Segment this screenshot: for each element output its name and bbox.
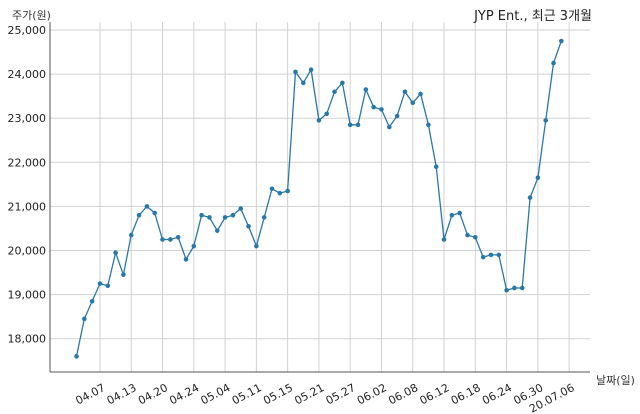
x-tick-label: 06.24	[480, 381, 514, 407]
y-tick-label: 24,000	[8, 68, 47, 81]
data-point	[394, 113, 400, 119]
data-point	[379, 107, 384, 112]
x-tick-label: 05.27	[324, 381, 358, 407]
data-point	[136, 212, 142, 218]
data-point	[144, 204, 150, 209]
data-point	[82, 316, 87, 322]
data-point	[332, 89, 337, 95]
x-tick-label: 05.21	[292, 381, 326, 407]
x-tick-label: 05.04	[199, 381, 233, 407]
y-tick-labels: 18,000 19,000 20,000 21,000 22,000 23,000 24,0…	[8, 24, 47, 346]
data-point	[89, 298, 95, 304]
data-point	[207, 215, 212, 220]
data-point	[355, 122, 361, 128]
data-point	[488, 252, 494, 258]
data-point	[152, 210, 157, 216]
data-point	[214, 228, 220, 233]
data-point	[308, 67, 314, 72]
data-point	[285, 188, 290, 194]
data-point	[535, 175, 541, 181]
x-tick-label: 04.07	[73, 381, 107, 407]
x-tick-labels: 04.0704.1304.2004.2405.0405.1105.1505.21…	[73, 381, 576, 414]
data-point	[238, 206, 244, 211]
data-point	[504, 287, 509, 293]
data-point	[480, 254, 486, 260]
data-point	[128, 232, 134, 238]
data-point	[551, 60, 556, 66]
data-point	[277, 190, 283, 196]
chart-title: JYP Ent., 최근 3개월	[473, 9, 592, 24]
x-tick-label: 06.02	[355, 381, 389, 407]
data-point	[512, 285, 517, 291]
y-tick-label: 20,000	[8, 245, 47, 258]
data-point	[191, 243, 197, 249]
x-tick-label: 06.08	[386, 381, 420, 407]
data-point	[347, 122, 353, 128]
data-point	[559, 38, 564, 44]
data-point	[433, 164, 439, 170]
data-point	[426, 122, 431, 128]
price-series	[74, 38, 564, 359]
y-tick-label: 25,000	[8, 24, 47, 37]
data-point	[473, 234, 478, 240]
data-point	[418, 91, 423, 97]
x-tick-label: 06.18	[449, 381, 483, 407]
data-point	[261, 215, 267, 220]
y-tick-label: 23,000	[8, 112, 47, 125]
data-point	[324, 111, 330, 117]
x-tick-label: 05.11	[230, 381, 264, 407]
data-point	[74, 354, 79, 359]
data-point	[222, 215, 228, 220]
data-point	[113, 250, 118, 256]
data-point	[519, 285, 525, 291]
data-point	[300, 80, 306, 86]
data-point	[121, 272, 126, 278]
data-point	[246, 223, 251, 229]
data-point	[363, 87, 369, 92]
data-point	[449, 212, 455, 218]
y-tick-label: 22,000	[8, 156, 47, 169]
y-tick-label: 18,000	[8, 333, 47, 346]
data-point	[293, 69, 298, 75]
y-tick-label: 19,000	[8, 289, 47, 302]
data-point	[410, 100, 416, 106]
data-point	[160, 237, 165, 242]
data-point	[465, 232, 470, 238]
x-tick-label: 04.20	[136, 381, 170, 407]
data-point	[199, 212, 204, 218]
data-point	[387, 124, 392, 130]
x-axis-label: 날짜(일)	[596, 373, 635, 387]
data-point	[543, 118, 548, 123]
x-tick-label: 04.13	[105, 381, 139, 407]
data-point	[168, 237, 173, 242]
y-axis-label: 주가(원)	[12, 9, 51, 22]
data-point	[496, 252, 502, 258]
data-point	[371, 104, 376, 110]
data-point	[183, 257, 189, 262]
data-point	[402, 89, 408, 95]
y-tick-label: 21,000	[8, 200, 47, 213]
data-point	[527, 195, 533, 200]
x-tick-label: 04.24	[167, 381, 201, 407]
data-point	[340, 80, 345, 86]
data-point	[441, 237, 447, 242]
data-point	[269, 186, 275, 192]
data-point	[230, 212, 236, 218]
data-point	[254, 243, 259, 249]
data-point	[457, 210, 462, 216]
x-tick-label: 06.12	[418, 381, 452, 407]
axes	[49, 22, 590, 373]
data-point	[97, 281, 103, 286]
grid-lines	[50, 22, 590, 372]
data-point	[316, 118, 322, 123]
data-point	[105, 283, 111, 289]
data-point	[175, 234, 181, 240]
x-tick-label: 05.15	[261, 381, 295, 407]
